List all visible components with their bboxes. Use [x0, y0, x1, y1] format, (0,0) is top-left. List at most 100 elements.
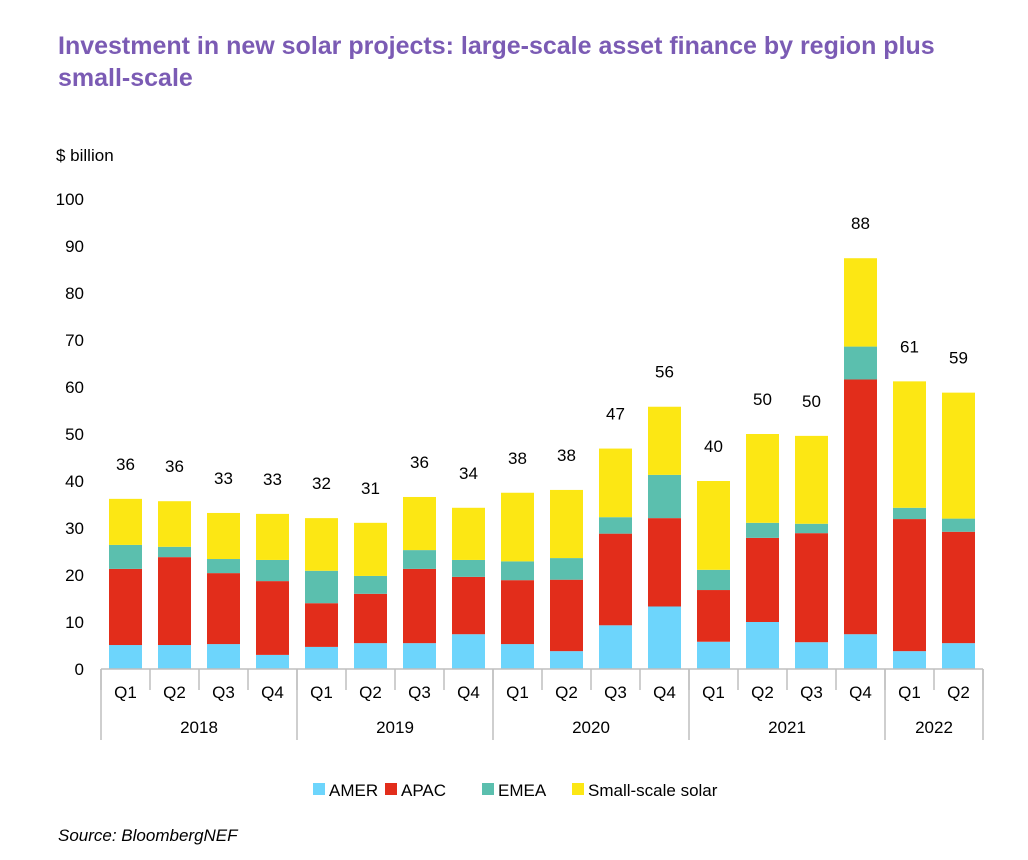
x-tick-label: Q4 — [457, 683, 480, 702]
bar-segment-emea — [599, 517, 632, 534]
total-data-label: 36 — [116, 455, 135, 474]
bar-segment-amer — [599, 625, 632, 669]
y-tick-label: 30 — [65, 519, 84, 538]
y-tick-label: 40 — [65, 472, 84, 491]
y-tick-label: 20 — [65, 566, 84, 585]
x-tick-label: Q1 — [702, 683, 725, 702]
bar-segment-amer — [207, 644, 240, 669]
bar-segment-apac — [109, 568, 142, 646]
x-tick-label: Q4 — [849, 683, 872, 702]
bar-segment-amer — [795, 642, 828, 669]
x-tick-label: Q1 — [898, 683, 921, 702]
bar-segment-emea — [746, 522, 779, 538]
x-tick-label: Q4 — [261, 683, 284, 702]
total-data-label: 33 — [214, 469, 233, 488]
bar-segment-emea — [942, 518, 975, 532]
total-data-label: 50 — [753, 390, 772, 409]
total-data-label: 61 — [900, 337, 919, 356]
bar-segment-amer — [697, 641, 730, 669]
x-tick-label: Q3 — [604, 683, 627, 702]
bar-segment-small-scale-solar — [550, 489, 583, 559]
bar-segment-small-scale-solar — [599, 448, 632, 518]
x-tick-label: Q3 — [800, 683, 823, 702]
total-data-label: 33 — [263, 470, 282, 489]
bar-segment-small-scale-solar — [648, 406, 681, 475]
total-data-label: 34 — [459, 464, 478, 483]
bar-segment-amer — [550, 651, 583, 669]
y-axis-label: $ billion — [56, 146, 114, 165]
legend-swatch — [572, 783, 584, 795]
bar-segment-emea — [403, 550, 436, 569]
bar-segment-amer — [403, 643, 436, 669]
bar-segment-emea — [158, 546, 191, 558]
bar-segment-emea — [501, 561, 534, 581]
x-tick-label: Q1 — [310, 683, 333, 702]
bar-segment-small-scale-solar — [893, 381, 926, 508]
total-data-label: 38 — [508, 449, 527, 468]
y-tick-label: 90 — [65, 237, 84, 256]
bar-segment-amer — [109, 645, 142, 669]
year-label: 2022 — [915, 718, 953, 737]
bar-segment-small-scale-solar — [942, 392, 975, 519]
bar-segment-emea — [893, 507, 926, 520]
legend-label: AMER — [329, 781, 378, 800]
bar-segment-amer — [305, 646, 338, 669]
total-data-label: 40 — [704, 437, 723, 456]
bar-segment-small-scale-solar — [109, 498, 142, 545]
total-data-label: 47 — [606, 405, 625, 424]
bar-segment-apac — [501, 580, 534, 645]
bar-segment-apac — [746, 537, 779, 622]
bar-segment-small-scale-solar — [697, 481, 730, 570]
legend-swatch — [482, 783, 494, 795]
bar-segment-small-scale-solar — [795, 435, 828, 524]
bar-segment-amer — [158, 645, 191, 669]
bar-segment-apac — [158, 557, 191, 646]
y-tick-label: 80 — [65, 284, 84, 303]
x-tick-label: Q3 — [408, 683, 431, 702]
bar-segment-amer — [746, 622, 779, 669]
x-tick-label: Q2 — [555, 683, 578, 702]
bar-segment-emea — [207, 559, 240, 574]
total-data-label: 50 — [802, 392, 821, 411]
bar-segment-apac — [452, 576, 485, 635]
bar-segment-small-scale-solar — [354, 522, 387, 576]
bar-segment-apac — [354, 593, 387, 644]
year-label: 2021 — [768, 718, 806, 737]
y-tick-label: 60 — [65, 378, 84, 397]
x-tick-label: Q2 — [751, 683, 774, 702]
bar-segment-emea — [550, 558, 583, 580]
bar-segment-apac — [256, 581, 289, 655]
bar-segment-apac — [599, 533, 632, 626]
x-tick-label: Q2 — [163, 683, 186, 702]
bar-segment-apac — [305, 603, 338, 647]
total-data-label: 59 — [949, 349, 968, 368]
total-data-label: 88 — [851, 214, 870, 233]
bar-segment-emea — [354, 575, 387, 594]
legend-swatch — [313, 783, 325, 795]
bar-segment-emea — [305, 570, 338, 604]
bar-segment-amer — [893, 651, 926, 669]
total-data-label: 36 — [410, 453, 429, 472]
y-tick-label: 50 — [65, 425, 84, 444]
bar-segment-apac — [795, 533, 828, 643]
year-label: 2020 — [572, 718, 610, 737]
bar-segment-amer — [452, 634, 485, 669]
x-tick-label: Q3 — [212, 683, 235, 702]
bar-segment-emea — [109, 544, 142, 569]
x-tick-label: Q1 — [506, 683, 529, 702]
bar-segment-apac — [697, 590, 730, 642]
bar-segment-apac — [942, 531, 975, 644]
y-tick-label: 100 — [56, 190, 84, 209]
chart-title: Investment in new solar projects: large-… — [58, 32, 935, 92]
bar-segment-small-scale-solar — [452, 507, 485, 560]
bar-segment-apac — [403, 568, 436, 644]
bar-segment-emea — [648, 474, 681, 519]
legend-label: Small-scale solar — [588, 781, 718, 800]
bar-segment-apac — [207, 573, 240, 645]
bar-segment-small-scale-solar — [403, 496, 436, 551]
bar-segment-apac — [648, 518, 681, 607]
y-tick-label: 70 — [65, 331, 84, 350]
bar-segment-emea — [256, 559, 289, 582]
total-data-label: 38 — [557, 446, 576, 465]
